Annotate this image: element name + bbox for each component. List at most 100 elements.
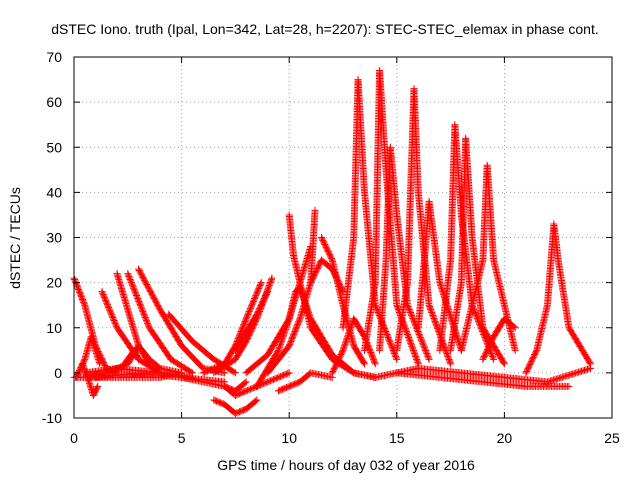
data-point: [301, 298, 309, 306]
data-point: [285, 342, 293, 350]
data-point: [391, 351, 399, 359]
data-point: [328, 255, 336, 263]
data-point: [107, 309, 115, 317]
data-point: [267, 276, 275, 284]
y-tick-label: 40: [46, 184, 62, 200]
data-point: [586, 364, 594, 372]
data-point: [230, 368, 238, 376]
x-tick-label: 10: [281, 430, 297, 446]
data-point: [262, 379, 270, 387]
data-point: [410, 348, 418, 356]
data-point: [110, 317, 118, 325]
data-point: [141, 312, 149, 320]
data-point: [384, 333, 392, 341]
data-point: [263, 289, 271, 297]
data-point: [386, 339, 394, 347]
data-point: [283, 322, 291, 330]
data-point: [278, 336, 286, 344]
data-point: [279, 333, 287, 341]
data-point: [404, 332, 412, 340]
data-point: [237, 328, 245, 336]
data-point: [281, 327, 289, 335]
data-point: [134, 354, 142, 362]
data-point: [287, 338, 295, 346]
data-point: [342, 337, 350, 345]
data-point: [130, 284, 138, 292]
data-point: [257, 280, 265, 288]
data-point: [266, 278, 274, 286]
data-point: [242, 387, 250, 395]
data-point: [244, 386, 252, 394]
data-point: [409, 345, 417, 353]
data-point: [253, 289, 261, 297]
data-point: [288, 335, 296, 343]
data-point: [125, 273, 133, 281]
data-point: [100, 292, 108, 300]
data-point: [248, 385, 256, 393]
data-point: [71, 277, 79, 285]
data-point: [295, 318, 303, 326]
data-point: [241, 379, 249, 387]
y-tick-label: 50: [46, 139, 62, 155]
data-point: [403, 329, 411, 337]
data-point: [301, 297, 309, 305]
data-point: [299, 292, 307, 300]
data-point: [275, 345, 283, 353]
data-point: [99, 291, 107, 299]
data-point: [276, 340, 284, 348]
data-point: [343, 336, 351, 344]
data-point: [305, 309, 313, 317]
data-point: [75, 287, 83, 295]
data-arc: [350, 364, 422, 381]
data-point: [108, 312, 116, 320]
data-point: [137, 302, 145, 310]
data-arc: [522, 220, 594, 377]
data-point: [128, 280, 136, 288]
data-point: [201, 368, 209, 376]
data-point: [138, 306, 146, 314]
data-point: [80, 357, 88, 365]
data-point: [360, 359, 368, 367]
data-point: [265, 283, 273, 291]
data-point: [296, 283, 304, 291]
data-point: [387, 341, 395, 349]
data-point: [392, 354, 400, 362]
data-point: [294, 319, 302, 327]
data-point: [74, 284, 82, 292]
data-point: [251, 293, 259, 301]
data-point: [298, 289, 306, 297]
data-point: [306, 313, 314, 321]
data-point: [404, 331, 412, 339]
data-point: [111, 318, 119, 326]
data-point: [305, 310, 313, 318]
data-point: [246, 385, 254, 393]
data-point: [341, 340, 349, 348]
data-point: [77, 293, 85, 301]
data-arc: [124, 270, 196, 377]
data-point: [264, 284, 272, 292]
data-point: [141, 314, 149, 322]
data-point: [205, 366, 213, 374]
data-point: [272, 374, 280, 382]
data-point: [103, 299, 111, 307]
data-point: [297, 286, 305, 294]
data-point: [346, 327, 354, 335]
data-point: [277, 372, 285, 380]
data-point: [268, 274, 276, 282]
data-point: [413, 357, 421, 365]
data-point: [304, 307, 312, 315]
data-arc: [231, 288, 272, 354]
data-point: [280, 330, 288, 338]
data-point: [409, 347, 417, 355]
data-point: [411, 351, 419, 359]
data-arc: [178, 373, 250, 395]
data-point: [76, 288, 84, 296]
data-point: [291, 326, 299, 334]
data-point: [206, 366, 214, 374]
data-point: [106, 308, 114, 316]
data-point: [124, 270, 132, 278]
y-tick-label: 70: [46, 49, 62, 65]
data-point: [385, 335, 393, 343]
data-point: [407, 339, 415, 347]
data-point: [286, 339, 294, 347]
